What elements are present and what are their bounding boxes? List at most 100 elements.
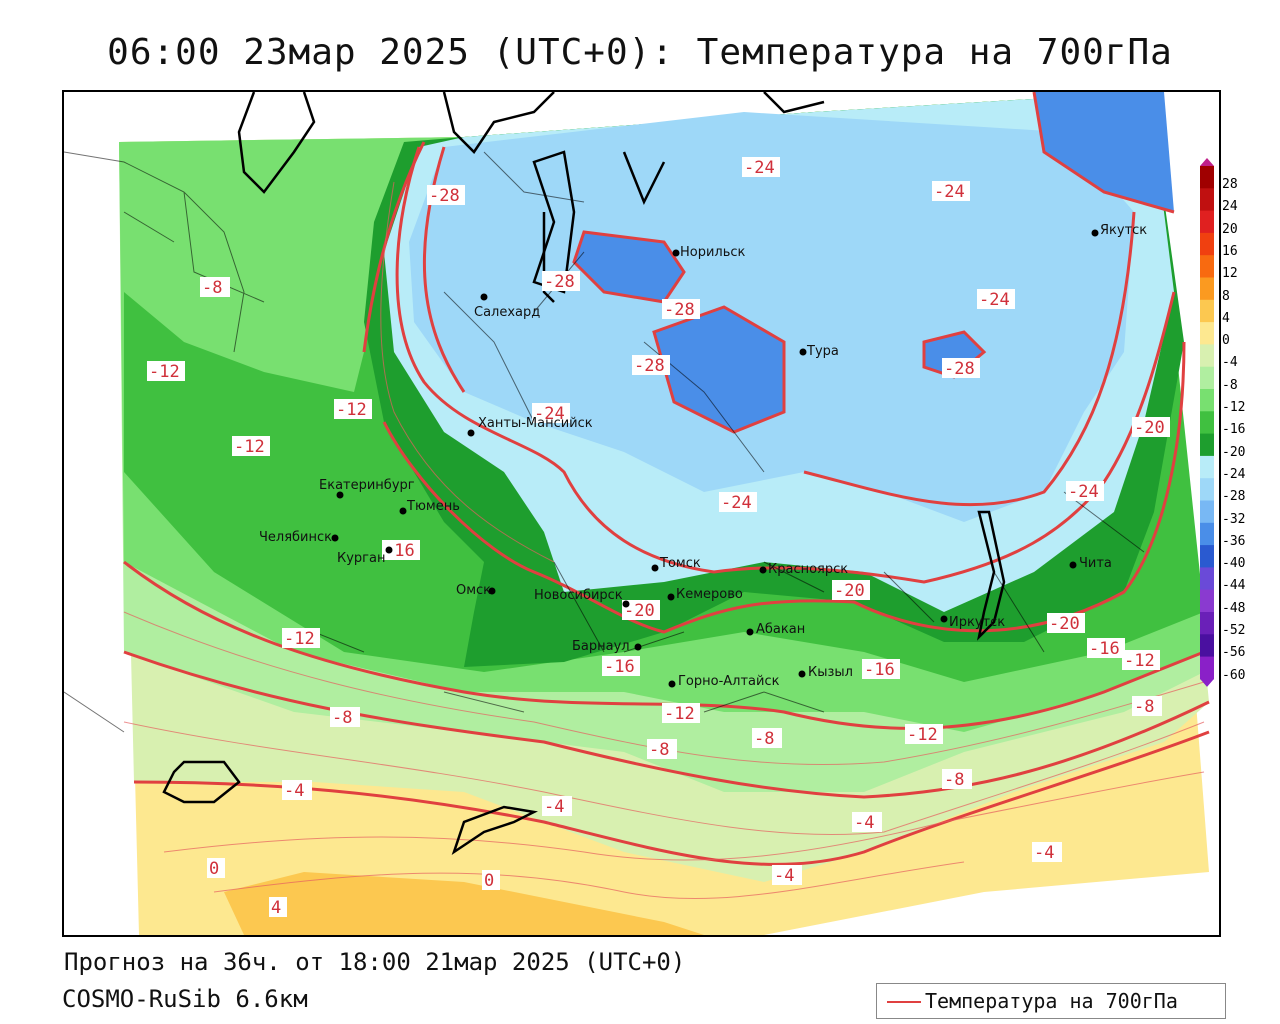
colorbar-top-arrow — [1200, 158, 1214, 166]
colorbar-tick-label: -48 — [1222, 600, 1246, 616]
city-label: Якутск — [1100, 223, 1147, 238]
iso-label: -12 — [149, 362, 180, 382]
zone-4-to-8 — [224, 872, 704, 935]
colorbar-tick-label: -52 — [1222, 623, 1246, 638]
forecast-info: Прогноз на 36ч. от 18:00 21мар 2025 (UTC… — [64, 948, 686, 976]
iso-label: -24 — [721, 493, 752, 513]
iso-label: -4 — [854, 813, 874, 833]
city-marker — [336, 491, 344, 499]
city-marker — [480, 293, 488, 301]
iso-label: -28 — [429, 186, 460, 206]
city-marker — [799, 348, 807, 356]
iso-label: -24 — [934, 182, 965, 202]
city-label: Абакан — [756, 622, 805, 637]
iso-label: -12 — [664, 704, 695, 724]
city-marker — [634, 643, 642, 651]
city-label: Кызыл — [808, 665, 853, 680]
colorbar-tick-label: -44 — [1222, 578, 1246, 594]
city-label: Чита — [1079, 556, 1112, 571]
colorbar-tick-label: -60 — [1222, 667, 1246, 683]
iso-label: -24 — [534, 404, 565, 424]
iso-label: -8 — [332, 708, 352, 728]
iso-label: -8 — [649, 740, 669, 760]
city-marker — [759, 566, 767, 574]
city-marker — [1069, 561, 1077, 569]
city-label: Салехард — [474, 305, 540, 320]
colorbar-tick-label: -56 — [1222, 645, 1246, 661]
iso-label: -4 — [774, 866, 794, 886]
map-area[interactable]: -24 -24 -24 -28 -28 -28 -28 -28 -24 -8 -… — [62, 90, 1221, 937]
colorbar-tick-label: -24 — [1222, 466, 1246, 482]
cold-core-tura — [654, 307, 784, 432]
iso-label: -20 — [624, 601, 655, 621]
colorbar-cell — [1200, 277, 1214, 301]
city-marker — [668, 680, 676, 688]
colorbar-tick-label: 20 — [1222, 221, 1238, 237]
colorbar-cell — [1200, 188, 1214, 212]
iso-label: -12 — [1124, 651, 1155, 671]
colorbar-cell — [1200, 612, 1214, 635]
isoline-labels: -24 -24 -24 -28 -28 -28 -28 -28 -24 -8 -… — [147, 157, 1170, 918]
model-name: COSMO-RuSib 6.6км — [62, 985, 308, 1013]
colorbar-cell — [1200, 366, 1214, 390]
iso-label: -28 — [544, 272, 575, 292]
colorbar-cell — [1200, 500, 1214, 524]
city-marker — [667, 593, 675, 601]
colorbar-tick-label: -4 — [1222, 355, 1238, 371]
colorbar-cell — [1200, 545, 1214, 568]
cold-core-east — [924, 332, 984, 377]
colorbar-tick-label: -40 — [1222, 556, 1246, 572]
colorbar-tick-label: 16 — [1222, 243, 1238, 259]
iso-label: -16 — [604, 657, 635, 677]
colorbar-cell — [1200, 232, 1214, 256]
temperature-map: -24 -24 -24 -28 -28 -28 -28 -28 -24 -8 -… — [64, 92, 1219, 935]
colorbar-cell — [1200, 634, 1214, 658]
colorbar-cell — [1200, 166, 1214, 189]
city-markers: Салехард Норильск Тура Якутск Ханты-Манс… — [259, 223, 1147, 689]
city-label: Томск — [659, 556, 701, 571]
city-marker — [940, 615, 948, 623]
iso-label: 0 — [484, 871, 494, 891]
city-label: Челябинск — [259, 530, 332, 545]
iso-label: -12 — [234, 437, 265, 457]
iso-label: -8 — [754, 729, 774, 749]
city-label: Красноярск — [768, 562, 848, 577]
map-title: 06:00 23мар 2025 (UTC+0): Температура на… — [107, 32, 1173, 73]
color-scale — [1200, 158, 1214, 687]
iso-label: -16 — [864, 660, 895, 680]
colorbar-cell — [1200, 322, 1214, 345]
colorbar-tick-label: 12 — [1222, 266, 1238, 282]
colorbar-cell — [1200, 299, 1214, 323]
city-label: Барнаул — [572, 639, 630, 654]
colorbar-tick-label: -8 — [1222, 377, 1238, 393]
city-label: Курган — [337, 551, 385, 566]
city-marker — [798, 670, 806, 678]
colorbar-cell — [1200, 567, 1214, 591]
city-label: Норильск — [680, 245, 746, 260]
city-label: Горно-Алтайск — [678, 674, 780, 689]
colorbar-cell — [1200, 210, 1214, 234]
legend-label: Температура на 700гПа — [925, 989, 1178, 1013]
colorbar-cell — [1200, 411, 1214, 435]
iso-label: 4 — [271, 898, 281, 918]
city-label: Кемерово — [676, 587, 743, 602]
city-marker — [399, 507, 407, 515]
colorbar-tick-label: -16 — [1222, 422, 1246, 438]
iso-label: -20 — [834, 581, 865, 601]
coastlines — [162, 92, 1006, 856]
iso-label: -28 — [944, 359, 975, 379]
colorbar-tick-label: -12 — [1222, 400, 1246, 415]
city-label: Екатеринбург — [319, 478, 415, 493]
colorbar-tick-label: 4 — [1222, 310, 1230, 326]
cold-core-norilsk — [574, 232, 684, 302]
iso-label: -12 — [907, 725, 938, 745]
city-marker — [488, 587, 496, 595]
city-label: Тюмень — [406, 499, 460, 514]
city-label: Омск — [456, 583, 491, 598]
colorbar-tick-label: 24 — [1222, 199, 1238, 215]
iso-label: -16 — [1089, 639, 1120, 659]
city-label: Иркутск — [949, 615, 1005, 630]
iso-label: -8 — [944, 770, 964, 790]
iso-label: -28 — [634, 356, 665, 376]
city-label: Новосибирск — [534, 588, 623, 603]
